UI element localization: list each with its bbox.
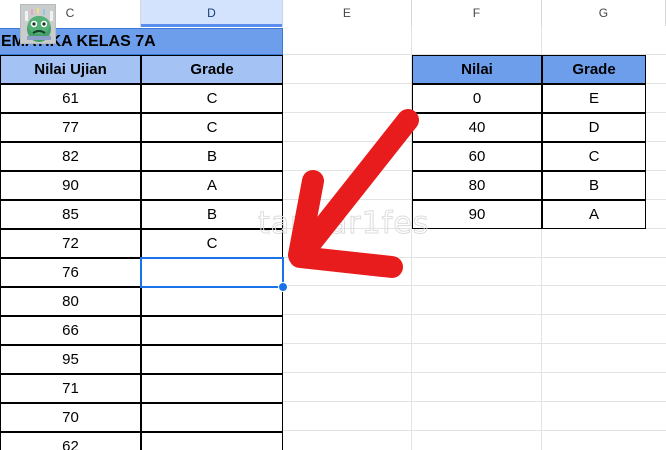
main-cell-nilai-6[interactable]: 76 <box>0 258 141 287</box>
column-header-d-label: D <box>207 6 216 20</box>
lookup-table-header-nilai[interactable]: Nilai <box>412 55 542 84</box>
lookup-cell-nilai-3[interactable]: 80 <box>412 171 542 200</box>
main-cell-nilai-3[interactable]: 90 <box>0 171 141 200</box>
main-cell-grade-4-text: B <box>206 206 217 223</box>
column-header-f[interactable]: F <box>412 0 542 26</box>
lookup-cell-nilai-1-text: 40 <box>468 119 486 136</box>
lookup-cell-nilai-0[interactable]: 0 <box>412 84 542 113</box>
main-cell-grade-8[interactable] <box>141 316 283 345</box>
main-cell-nilai-6-text: 76 <box>62 264 79 281</box>
main-cell-nilai-8-text: 66 <box>62 322 79 339</box>
main-table-header-nilai-label: Nilai Ujian <box>34 61 107 78</box>
main-cell-grade-3[interactable]: A <box>141 171 283 200</box>
main-cell-grade-4[interactable]: B <box>141 200 283 229</box>
main-cell-grade-1-text: C <box>206 119 218 136</box>
column-header-g[interactable]: G <box>542 0 666 26</box>
main-cell-nilai-4[interactable]: 85 <box>0 200 141 229</box>
main-cell-grade-1[interactable]: C <box>141 113 283 142</box>
lookup-cell-nilai-4[interactable]: 90 <box>412 200 542 229</box>
column-header-strip: C D E F G <box>0 0 666 27</box>
lookup-cell-grade-2-text: C <box>588 148 600 165</box>
lookup-cell-grade-0[interactable]: E <box>542 84 646 113</box>
watermark-text: tanvar1fes <box>257 206 430 242</box>
lookup-table-header-nilai-label: Nilai <box>461 61 493 78</box>
lookup-table-header-grade-label: Grade <box>572 61 616 78</box>
main-cell-nilai-4-text: 85 <box>62 206 79 223</box>
main-cell-nilai-11-text: 70 <box>62 409 79 426</box>
lookup-cell-nilai-2-text: 60 <box>468 148 486 165</box>
main-table-header-nilai[interactable]: Nilai Ujian <box>0 55 141 84</box>
lookup-cell-grade-1[interactable]: D <box>542 113 646 142</box>
lookup-cell-grade-4[interactable]: A <box>542 200 646 229</box>
column-header-d[interactable]: D <box>141 0 283 27</box>
column-header-c-label: C <box>65 6 75 20</box>
main-cell-nilai-3-text: 90 <box>62 177 79 194</box>
lookup-cell-grade-4-text: A <box>588 206 599 223</box>
main-cell-nilai-9-text: 95 <box>62 351 79 368</box>
main-cell-nilai-5-text: 72 <box>62 235 79 252</box>
lookup-cell-nilai-1[interactable]: 40 <box>412 113 542 142</box>
main-cell-grade-9[interactable] <box>141 345 283 374</box>
main-cell-grade-0[interactable]: C <box>141 84 283 113</box>
fill-handle[interactable] <box>278 282 288 292</box>
lookup-cell-grade-3-text: B <box>588 177 599 194</box>
main-cell-nilai-8[interactable]: 66 <box>0 316 141 345</box>
main-cell-nilai-2-text: 82 <box>62 148 79 165</box>
main-cell-nilai-11[interactable]: 70 <box>0 403 141 432</box>
lookup-cell-nilai-4-text: 90 <box>468 206 486 223</box>
green-monster-avatar <box>20 4 56 44</box>
main-cell-nilai-5[interactable]: 72 <box>0 229 141 258</box>
main-cell-grade-2[interactable]: B <box>141 142 283 171</box>
main-cell-grade-6[interactable] <box>141 258 283 287</box>
main-cell-nilai-10[interactable]: 71 <box>0 374 141 403</box>
main-cell-nilai-9[interactable]: 95 <box>0 345 141 374</box>
lookup-cell-nilai-0-text: 0 <box>472 90 482 107</box>
main-cell-grade-10[interactable] <box>141 374 283 403</box>
main-cell-grade-3-text: A <box>206 177 217 194</box>
main-cell-grade-2-text: B <box>206 148 217 165</box>
main-cell-nilai-0-text: 61 <box>62 90 79 107</box>
main-cell-nilai-1[interactable]: 77 <box>0 113 141 142</box>
lookup-cell-nilai-2[interactable]: 60 <box>412 142 542 171</box>
lookup-cell-grade-1-text: D <box>588 119 600 136</box>
main-cell-nilai-7-text: 80 <box>62 293 79 310</box>
column-header-g-label: G <box>598 6 609 20</box>
main-cell-grade-7[interactable] <box>141 287 283 316</box>
main-cell-grade-5-text: C <box>206 235 218 252</box>
main-cell-grade-0-text: C <box>206 90 218 107</box>
column-header-f-label: F <box>472 6 481 20</box>
main-cell-nilai-2[interactable]: 82 <box>0 142 141 171</box>
selected-cell[interactable] <box>140 257 284 288</box>
main-cell-nilai-1-text: 77 <box>62 119 79 136</box>
column-header-e-label: E <box>342 6 352 20</box>
column-header-e[interactable]: E <box>283 0 412 26</box>
main-cell-nilai-10-text: 71 <box>62 380 79 397</box>
main-cell-nilai-12[interactable]: 62 <box>0 432 141 450</box>
lookup-cell-grade-3[interactable]: B <box>542 171 646 200</box>
main-cell-nilai-7[interactable]: 80 <box>0 287 141 316</box>
lookup-table-header-grade[interactable]: Grade <box>542 55 646 84</box>
main-table-header-grade-label: Grade <box>190 61 234 78</box>
main-cell-nilai-12-text: 62 <box>62 438 79 450</box>
main-cell-grade-5[interactable]: C <box>141 229 283 258</box>
main-cell-nilai-0[interactable]: 61 <box>0 84 141 113</box>
lookup-cell-grade-2[interactable]: C <box>542 142 646 171</box>
green-monster-icon <box>21 5 55 43</box>
main-cell-grade-11[interactable] <box>141 403 283 432</box>
main-cell-grade-12[interactable] <box>141 432 283 450</box>
main-table-header-grade[interactable]: Grade <box>141 55 283 84</box>
lookup-cell-nilai-3-text: 80 <box>468 177 486 194</box>
lookup-cell-grade-0-text: E <box>588 90 599 107</box>
